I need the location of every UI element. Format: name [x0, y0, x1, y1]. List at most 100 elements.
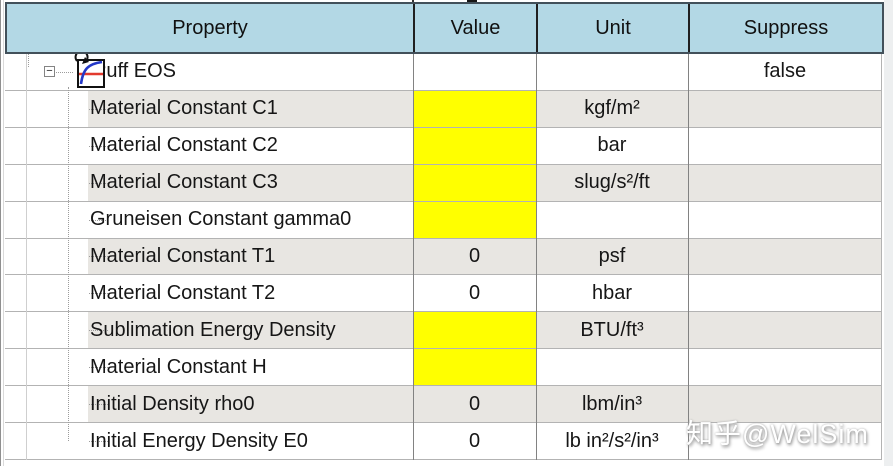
- suppress-cell[interactable]: [688, 349, 882, 385]
- row-header-cell: [5, 349, 26, 385]
- row-stripe: [88, 164, 413, 201]
- tree-branch-line: [89, 182, 108, 184]
- unit-text: psf: [598, 244, 626, 267]
- row-header-cell: [5, 423, 26, 459]
- tree-branch-line: [89, 441, 108, 443]
- value-text: 0: [468, 429, 481, 452]
- row-header-cell: [5, 275, 26, 311]
- tree-branch-line: [89, 219, 108, 221]
- suppress-cell[interactable]: false: [688, 54, 882, 90]
- value-cell[interactable]: 0: [413, 386, 536, 423]
- unit-cell: BTU/ft³: [536, 312, 688, 349]
- tree-vertical-line: [68, 87, 70, 441]
- suppress-text: false: [763, 60, 807, 83]
- property-label: Sublimation Energy Density: [90, 318, 336, 341]
- unit-text: slug/s²/ft: [574, 171, 650, 194]
- tree-vertical-line-top: [28, 54, 30, 67]
- column-header-unit: Unit: [536, 4, 688, 52]
- property-cell: − Sublimation Energy Density: [26, 312, 413, 349]
- value-cell[interactable]: [413, 164, 536, 201]
- suppress-cell[interactable]: [688, 238, 882, 275]
- property-label: Material Constant T2: [90, 281, 276, 304]
- value-cell[interactable]: [413, 349, 536, 386]
- value-cell[interactable]: 0: [413, 275, 536, 311]
- unit-cell: lbm/in³: [536, 386, 688, 423]
- unit-cell: [536, 202, 688, 238]
- table-body: − Puff EOS false −: [5, 54, 882, 460]
- value-text: 0: [468, 281, 481, 304]
- table-row: − Gruneisen Constant gamma0: [5, 201, 882, 239]
- column-header-suppress: Suppress: [688, 4, 882, 52]
- table-row: − Initial Energy Density E0 0 lb in²/s²/…: [5, 423, 882, 460]
- property-cell: − Material Constant C3: [26, 164, 413, 201]
- unit-cell: bar: [536, 128, 688, 164]
- column-header-property: Property: [172, 16, 248, 39]
- table-row: − Initial Density rho0 0 lbm/in³: [5, 386, 882, 424]
- value-cell[interactable]: 0: [413, 238, 536, 275]
- unit-cell: lb in²/s²/in³: [536, 423, 688, 459]
- tree-branch-line: [89, 367, 108, 369]
- value-text: 0: [468, 392, 481, 415]
- table-row: − Material Constant C1 kgf/m²: [5, 90, 882, 128]
- suppress-cell[interactable]: [688, 164, 882, 201]
- property-label: Gruneisen Constant gamma0: [90, 208, 352, 231]
- row-header-cell: [5, 202, 26, 238]
- unit-cell: [536, 349, 688, 385]
- table-header-row: Property Value Unit Suppress: [5, 2, 884, 54]
- property-cell: − Initial Energy Density E0: [26, 423, 413, 459]
- property-cell: − Material Constant T2: [26, 275, 413, 311]
- unit-text: BTU/ft³: [580, 318, 644, 341]
- column-separator: [688, 54, 689, 460]
- property-cell: − Material Constant H: [26, 349, 413, 385]
- property-label: Material Constant H: [90, 355, 267, 378]
- property-cell: − Puff EOS: [26, 54, 413, 90]
- panel-left-border: [0, 0, 1, 466]
- suppress-cell[interactable]: [688, 90, 882, 127]
- tree-branch-line: [89, 404, 108, 406]
- value-cell[interactable]: [413, 127, 536, 164]
- table-row: − Material Constant H: [5, 349, 882, 387]
- suppress-cell[interactable]: [688, 386, 882, 423]
- value-cell[interactable]: 0: [413, 423, 536, 459]
- property-label: Initial Density rho0: [90, 392, 255, 415]
- watermark-text: 知乎@WelSim: [686, 419, 869, 449]
- column-separator: [536, 54, 537, 460]
- row-stripe: [88, 90, 413, 127]
- tree-connector-line: [56, 71, 73, 73]
- unit-text: lb in²/s²/in³: [565, 429, 659, 452]
- property-cell: − Gruneisen Constant gamma0: [26, 202, 413, 238]
- unit-cell: hbar: [536, 275, 688, 311]
- table-right-border: [881, 54, 882, 460]
- tree-branch-line: [89, 145, 108, 147]
- property-label: Material Constant C3: [90, 171, 278, 194]
- panel-left-border-inner: [3, 0, 4, 466]
- value-cell[interactable]: [413, 312, 536, 349]
- tree-branch-line: [89, 256, 108, 258]
- table-row: − Material Constant T2 0 hbar: [5, 275, 882, 313]
- row-header-cell: [5, 91, 26, 127]
- clipped-title-fragment: [467, 0, 477, 3]
- value-cell[interactable]: [413, 54, 536, 90]
- row-header-cell: [5, 128, 26, 164]
- suppress-cell[interactable]: [688, 275, 882, 311]
- value-cell[interactable]: [413, 90, 536, 127]
- unit-cell: [536, 54, 688, 90]
- tree-branch-line: [89, 293, 108, 295]
- property-cell: − Material Constant T1: [26, 238, 413, 275]
- suppress-cell[interactable]: [688, 202, 882, 238]
- row-stripe: [88, 312, 413, 349]
- tree-expander-minus[interactable]: −: [44, 65, 55, 77]
- suppress-cell[interactable]: [688, 312, 882, 349]
- tree-branch-line: [89, 330, 108, 332]
- unit-text: kgf/m²: [584, 97, 640, 120]
- unit-text: hbar: [591, 281, 633, 304]
- row-stripe: [88, 386, 413, 423]
- property-label: Initial Energy Density E0: [90, 429, 308, 452]
- unit-cell: kgf/m²: [536, 90, 688, 127]
- column-header-value: Value: [413, 4, 536, 52]
- suppress-cell[interactable]: [688, 128, 882, 164]
- value-cell[interactable]: [413, 201, 536, 238]
- row-header-cell: [5, 165, 26, 201]
- unit-text: bar: [597, 134, 627, 157]
